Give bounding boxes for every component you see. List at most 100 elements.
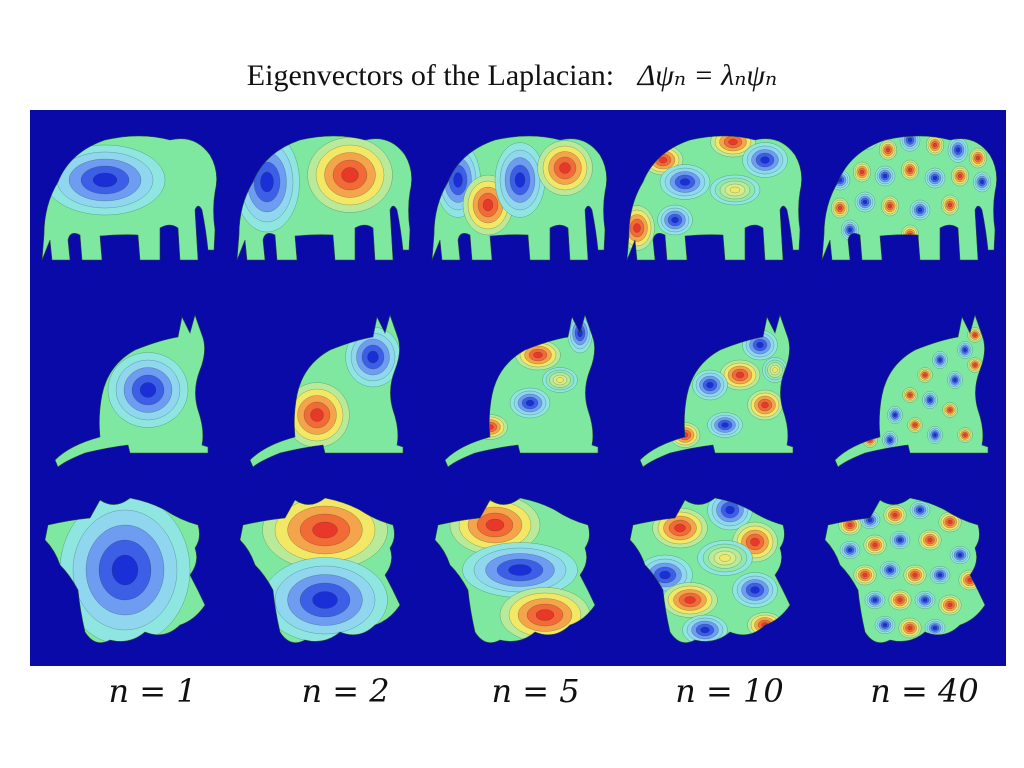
red-contour-0-0	[674, 523, 686, 533]
red-contour-5-0	[933, 142, 937, 148]
blue-contour-2-0	[525, 399, 535, 407]
france-n2	[225, 480, 420, 665]
france-n40	[810, 480, 1005, 665]
blue-contour-0-0	[827, 152, 833, 158]
blue-contour-0-4	[822, 142, 841, 168]
france-n10-svg	[629, 497, 791, 643]
blue-contour-1-0	[867, 518, 873, 522]
red-contour-2-0	[535, 609, 555, 621]
blue-contour-0-2	[823, 147, 837, 163]
elephant-n2	[225, 110, 420, 295]
france-n5	[420, 480, 615, 665]
cat-outline	[249, 313, 404, 468]
blue-contour-2-4	[857, 136, 879, 150]
red-contour-17-0	[888, 203, 892, 209]
elephant-n1	[30, 110, 225, 295]
blue-contour-1-0	[508, 564, 532, 576]
red-contour-13-0	[958, 173, 962, 179]
blue-contour-1-0	[725, 505, 735, 515]
red-contour-8-0	[948, 408, 952, 412]
blue-contour-18-0	[917, 207, 923, 213]
blue-contour-20-0	[848, 227, 852, 233]
france-n40-svg	[824, 497, 986, 643]
blue-contour-5-0	[847, 548, 853, 552]
red-contour-0-0	[658, 156, 668, 164]
blue-contour-1-0	[679, 178, 691, 186]
red-contour-4-0	[923, 373, 927, 377]
red-contour-5-0	[684, 596, 696, 604]
cat-outline	[834, 313, 989, 468]
cat-n40-svg	[834, 313, 989, 468]
red-contour-0-0	[847, 522, 853, 528]
blue-contour-11-0	[933, 433, 937, 437]
label-n2: n = 2	[301, 672, 390, 710]
blue-contour-1-0	[963, 348, 967, 352]
red-contour-3-0	[886, 147, 890, 153]
blue-contour-13-0	[937, 573, 943, 577]
cat-n2-svg	[249, 313, 404, 468]
blue-contour-0-0	[260, 171, 274, 193]
blue-contour-0-3	[822, 144, 839, 166]
blue-contour-16-0	[862, 199, 868, 205]
blue-contour-2-1	[863, 136, 873, 143]
red-contour-12-0	[912, 572, 918, 578]
blue-contour-21-0	[932, 626, 938, 630]
elephant-n10-svg	[626, 135, 802, 261]
elephant-n2-svg	[236, 135, 412, 261]
red-contour-1-1	[844, 140, 852, 150]
red-contour-6-0	[908, 393, 912, 397]
blue-contour-7-0	[928, 398, 932, 402]
red-contour-2-0	[892, 512, 898, 518]
blue-contour-0-0	[139, 382, 157, 398]
elephant-n40-svg	[821, 135, 997, 261]
red-contour-1-0	[482, 198, 494, 212]
france-outline	[824, 497, 986, 643]
blue-contour-19-0	[882, 623, 888, 627]
red-contour-0-0	[310, 408, 324, 422]
column-labels: n = 1 n = 2 n = 5 n = 10 n = 40	[30, 672, 1006, 712]
title-equation: Δψₙ = λₙψₙ	[637, 59, 778, 92]
france-n10	[615, 480, 810, 665]
red-contour-8-0	[927, 537, 933, 543]
red-contour-9-0	[860, 169, 864, 175]
red-contour-19-0	[948, 202, 952, 208]
elephant-n5-svg	[431, 135, 607, 261]
blue-contour-9-0	[957, 553, 963, 557]
elephant-n5	[420, 110, 615, 295]
red-contour-1-2	[842, 138, 854, 152]
red-contour-7-0	[976, 155, 980, 161]
red-contour-0-0	[312, 521, 338, 539]
cat-n1-svg	[54, 313, 209, 468]
cat-outline	[444, 313, 599, 468]
red-contour-14-0	[963, 433, 967, 437]
red-contour-1-3	[840, 136, 856, 154]
blue-contour-3-0	[917, 508, 923, 512]
label-n10: n = 10	[675, 672, 784, 710]
yellow-contour-4-0	[719, 554, 731, 562]
red-contour-0-0	[973, 333, 977, 337]
blue-contour-2-3	[859, 136, 877, 148]
cat-n5	[420, 295, 615, 480]
blue-contour-4-0	[721, 422, 729, 428]
blue-contour-0-0	[756, 341, 764, 349]
red-contour-3-0	[559, 162, 571, 174]
blue-contour-14-0	[980, 179, 984, 185]
blue-contour-2-2	[861, 136, 875, 145]
red-contour-15-0	[838, 205, 842, 211]
blue-contour-4-0	[760, 156, 770, 164]
elephant-outline	[821, 135, 997, 261]
title-text: Eigenvectors of the Laplacian:	[246, 59, 615, 92]
yellow-contour-5-0	[729, 186, 741, 194]
france-n1	[30, 480, 225, 665]
label-n1: n = 1	[108, 672, 197, 710]
red-contour-3-0	[761, 401, 769, 409]
france-n2-svg	[239, 497, 401, 643]
yellow-contour-4-0	[556, 377, 564, 383]
label-n40: n = 40	[870, 672, 979, 710]
blue-contour-1-0	[367, 350, 379, 364]
red-contour-1-0	[846, 142, 850, 148]
cat-n10	[615, 295, 810, 480]
elephant-outline	[626, 135, 802, 261]
blue-contour-6-0	[955, 147, 961, 153]
elephant-outline	[431, 135, 607, 261]
